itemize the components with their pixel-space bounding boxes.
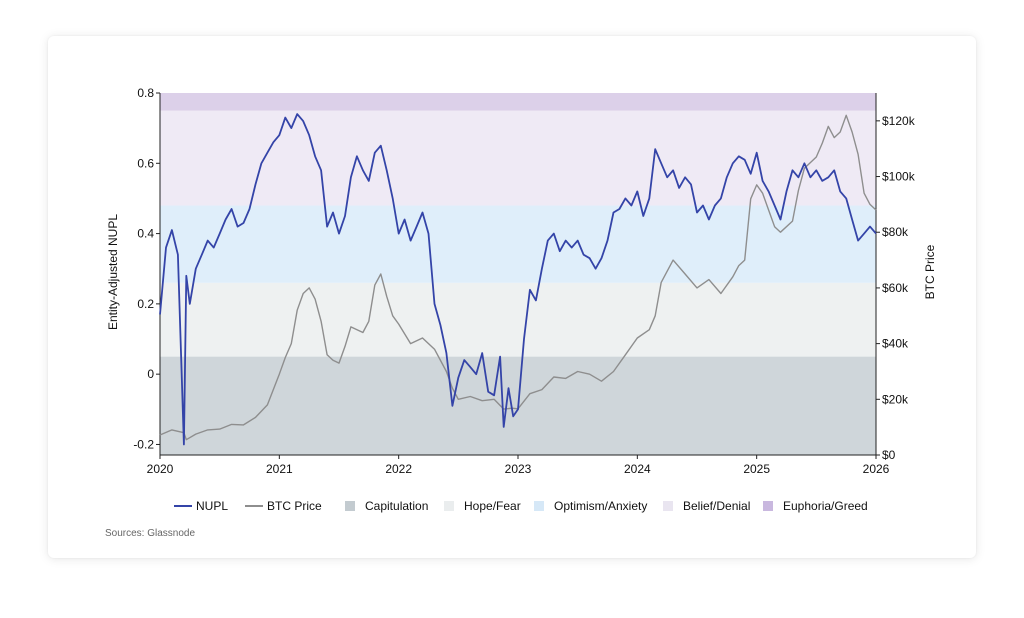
legend-swatch-box [534, 501, 544, 511]
legend-swatch-box [663, 501, 673, 511]
y-axis-left-label: Entity-Adjusted NUPL [106, 214, 120, 330]
legend-item: Euphoria/Greed [763, 499, 868, 513]
x-tick-label: 2023 [505, 462, 532, 476]
y-right-tick-label: $100k [882, 170, 916, 184]
x-tick-label: 2022 [385, 462, 412, 476]
y-left-tick-label: 0.4 [137, 227, 154, 241]
legend-label: BTC Price [267, 499, 322, 513]
y-right-tick-label: $40k [882, 337, 909, 351]
legend-item: BTC Price [245, 499, 322, 513]
legend-label: Euphoria/Greed [783, 499, 868, 513]
tick-labels: 2020 2021 2022 2023 2024 2025 2026 -0.2 0 0.2 0.4 0… [133, 86, 915, 476]
y-left-tick-label: -0.2 [133, 437, 154, 451]
legend-label: Optimism/Anxiety [554, 499, 647, 513]
legend: NUPL BTC Price Capitulation Hope/Fear Optimi… [174, 499, 868, 513]
legend-item: Belief/Denial [663, 499, 750, 513]
legend-item: Hope/Fear [444, 499, 521, 513]
legend-swatch-box [763, 501, 773, 511]
y-right-tick-label: $80k [882, 225, 909, 239]
source-note: Sources: Glassnode [105, 528, 196, 539]
y-right-tick-label: $60k [882, 281, 909, 295]
x-tick-label: 2020 [147, 462, 174, 476]
band-hope-fear [160, 282, 876, 357]
legend-label: Hope/Fear [464, 499, 521, 513]
legend-swatch-box [345, 501, 355, 511]
legend-swatch-box [444, 501, 454, 511]
x-tick-label: 2025 [743, 462, 770, 476]
x-tick-label: 2021 [266, 462, 293, 476]
legend-item: Optimism/Anxiety [534, 499, 647, 513]
x-tick-label: 2026 [863, 462, 890, 476]
y-right-tick-label: $0 [882, 448, 896, 462]
y-left-tick-label: 0 [147, 367, 154, 381]
band-belief-denial [160, 110, 876, 206]
y-right-tick-label: $20k [882, 392, 909, 406]
band-euphoria-greed [160, 93, 876, 111]
band-optimism-anxiety [160, 205, 876, 283]
y-left-tick-label: 0.2 [137, 297, 154, 311]
legend-item: NUPL [174, 499, 228, 513]
y-left-tick-label: 0.6 [137, 156, 154, 170]
series-line-nupl [159, 113, 877, 446]
series-lines [159, 113, 877, 446]
legend-label: NUPL [196, 499, 228, 513]
series-line-btc-price [159, 114, 877, 441]
y-axis-right-label: BTC Price [923, 244, 937, 299]
x-tick-label: 2024 [624, 462, 651, 476]
legend-label: Belief/Denial [683, 499, 750, 513]
legend-label: Capitulation [365, 499, 428, 513]
y-left-tick-label: 0.8 [137, 86, 154, 100]
legend-item: Capitulation [345, 499, 428, 513]
y-right-tick-label: $120k [882, 114, 916, 128]
